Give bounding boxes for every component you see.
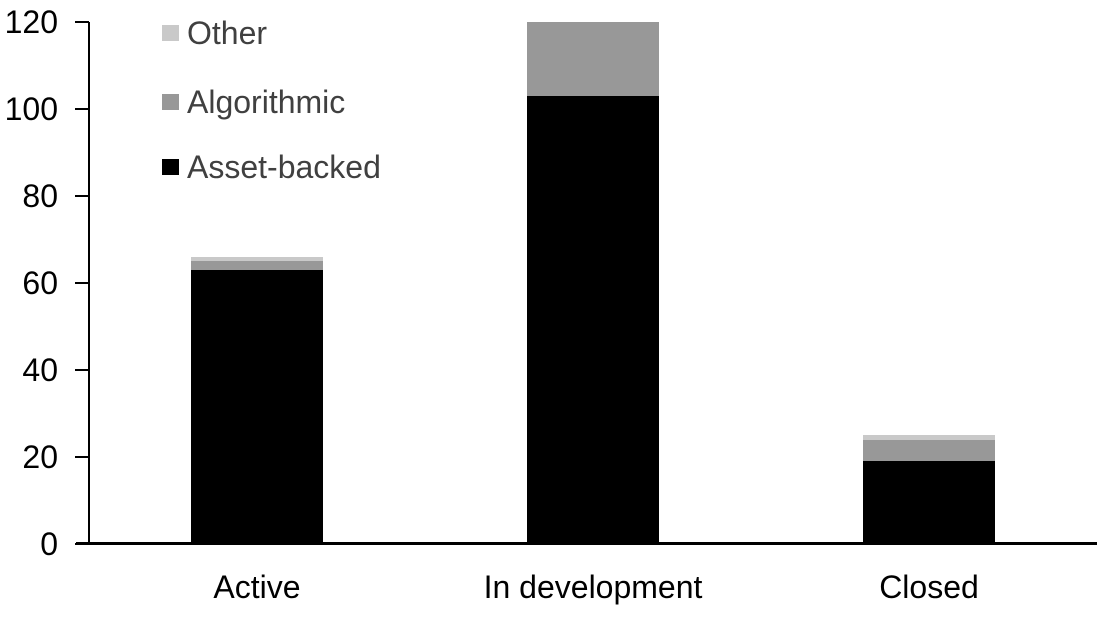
y-tick-label-40: 40 [22,352,58,388]
legend-label-algorithmic: Algorithmic [187,84,346,120]
y-tick-mark-40 [75,369,89,371]
legend-swatch-algorithmic [162,94,179,110]
y-tick-mark-60 [75,282,89,284]
bar-segment-closed-algorithmic [863,439,995,462]
y-tick-label-100: 100 [4,91,58,127]
y-tick-mark-20 [75,456,89,458]
y-tick-mark-100 [75,108,89,110]
x-category-label-active: Active [213,569,301,605]
y-tick-mark-0 [75,543,89,545]
y-tick-label-20: 20 [22,439,58,475]
legend-swatch-other [162,25,179,41]
y-axis-line [88,22,90,544]
bar-in-development [527,22,659,544]
legend-item-asset-backed: Asset-backed [162,151,381,183]
bar-segment-in-development-algorithmic [527,22,659,96]
y-tick-label-120: 120 [4,4,58,40]
legend-item-other: Other [162,17,267,49]
bar-segment-active-asset-backed [191,269,323,544]
bar-closed [863,435,995,544]
legend-item-algorithmic: Algorithmic [162,86,345,118]
x-category-label-closed: Closed [879,569,979,605]
bar-segment-active-other [191,256,323,262]
y-tick-mark-80 [75,195,89,197]
x-category-label-in-development: In development [483,569,703,605]
legend-label-other: Other [187,15,268,51]
legend-label-asset-backed: Asset-backed [187,149,381,185]
bar-segment-closed-asset-backed [863,461,995,544]
bar-segment-closed-other [863,435,995,440]
bar-segment-active-algorithmic [191,261,323,270]
legend-swatch-asset-backed [162,159,179,175]
y-tick-label-80: 80 [22,178,58,214]
y-tick-mark-120 [75,21,89,23]
bar-segment-in-development-asset-backed [527,95,659,544]
y-tick-label-60: 60 [22,265,58,301]
bar-active [191,256,323,544]
y-tick-label-0: 0 [40,526,58,562]
